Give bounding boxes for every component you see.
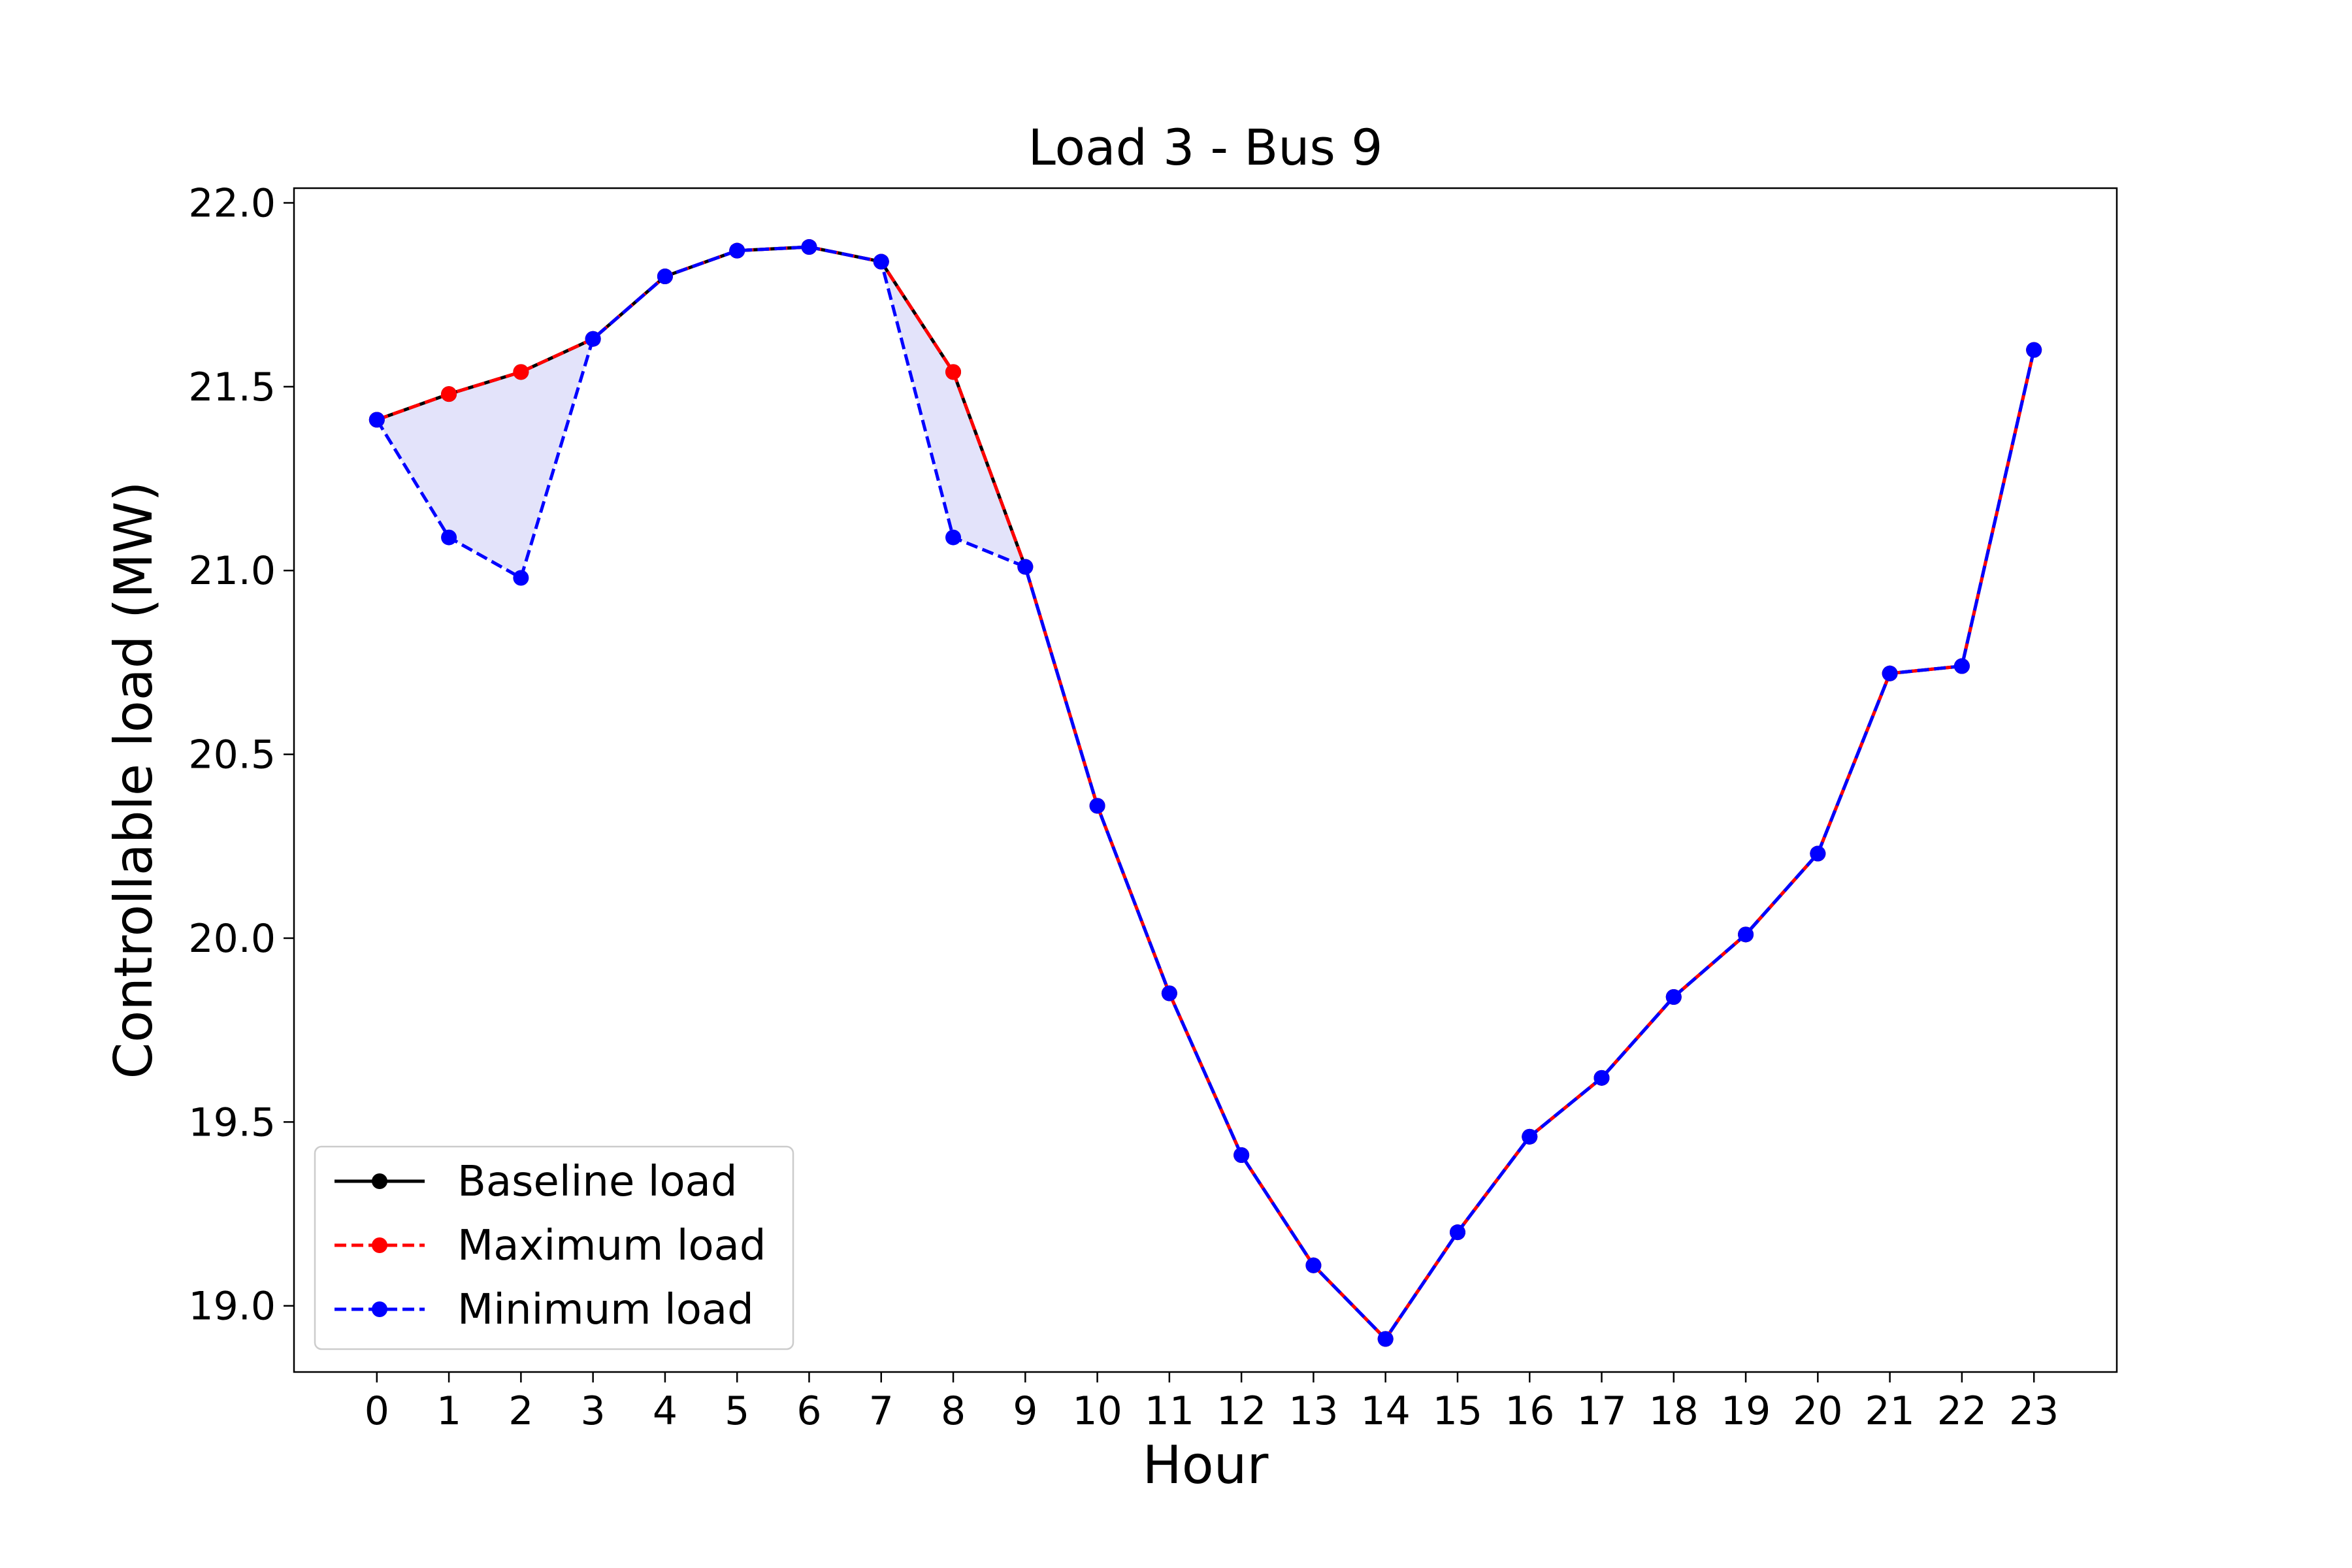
legend-maximum-load-label: Maximum load — [457, 1222, 766, 1270]
x-tick-label: 16 — [1505, 1388, 1554, 1434]
y-tick-label: 19.5 — [188, 1100, 276, 1145]
minimum-load-point — [1233, 1147, 1250, 1163]
y-tick-label: 20.5 — [188, 732, 276, 778]
maximum-load-point — [513, 364, 529, 380]
x-axis-label: Hour — [1143, 1435, 1269, 1495]
x-axis: 0 1 2 3 4 5 6 7 8 9 10 11 12 13 14 15 16 17 18 19 20 21 22 23 — [365, 1372, 2059, 1434]
legend: Baseline load Maximum load Minimum load — [314, 1145, 794, 1350]
minimum-load-point — [441, 529, 457, 546]
x-tick-label: 19 — [1721, 1388, 1771, 1434]
minimum-load-point — [1089, 798, 1105, 814]
minimum-load-point — [657, 269, 673, 285]
x-tick-label: 9 — [1013, 1388, 1037, 1434]
legend-baseline-load-label: Baseline load — [457, 1158, 737, 1206]
minimum-load-point — [873, 253, 889, 270]
x-tick-label: 17 — [1576, 1388, 1626, 1434]
minimum-load-point — [2026, 342, 2042, 358]
minimum-load-point — [585, 331, 601, 347]
x-tick-label: 18 — [1649, 1388, 1699, 1434]
chart-title: Load 3 - Bus 9 — [1028, 118, 1383, 176]
x-tick-label: 4 — [653, 1388, 678, 1434]
legend-minimum-load-label: Minimum load — [457, 1286, 754, 1334]
x-tick-label: 15 — [1433, 1388, 1482, 1434]
y-axis-label: Controllable load (MW) — [103, 481, 164, 1079]
y-tick-label: 21.5 — [188, 365, 276, 410]
y-tick-label: 19.0 — [188, 1284, 276, 1330]
minimum-load-line — [375, 245, 2036, 1341]
y-axis: 19.0 19.5 20.0 20.5 21.0 21.5 22.0 — [188, 181, 294, 1330]
x-tick-label: 8 — [941, 1388, 966, 1434]
x-tick-label: 14 — [1361, 1388, 1411, 1434]
minimum-load-point — [1953, 658, 1970, 674]
x-tick-label: 22 — [1937, 1388, 1987, 1434]
plot-area-frame — [293, 187, 2118, 1373]
minimum-load-point — [1882, 665, 1898, 681]
minimum-load-point — [801, 239, 817, 255]
legend-frame — [314, 1145, 794, 1350]
maximum-load-point — [945, 364, 962, 380]
minimum-load-point — [729, 242, 745, 259]
x-tick-label: 13 — [1288, 1388, 1338, 1434]
y-tick-label: 21.0 — [188, 548, 276, 594]
minimum-load-point — [1449, 1224, 1465, 1241]
legend-minimum-load-marker — [372, 1301, 387, 1317]
minimum-load-point — [1738, 926, 1754, 943]
minimum-load-point — [368, 412, 385, 428]
x-tick-label: 5 — [725, 1388, 749, 1434]
minimum-load-point — [1522, 1128, 1538, 1145]
minimum-load-point — [1305, 1257, 1322, 1273]
x-tick-label: 2 — [508, 1388, 533, 1434]
y-tick-label: 20.0 — [188, 916, 276, 962]
minimum-load-point — [1665, 989, 1682, 1005]
legend-maximum-load-marker — [372, 1237, 387, 1253]
legend-baseline-load-marker — [372, 1173, 387, 1189]
minimum-load-point — [1377, 1331, 1394, 1347]
minimum-load-point — [513, 570, 529, 586]
x-tick-label: 21 — [1865, 1388, 1914, 1434]
x-tick-label: 10 — [1072, 1388, 1122, 1434]
x-tick-label: 0 — [365, 1388, 389, 1434]
x-tick-label: 7 — [869, 1388, 894, 1434]
x-tick-label: 11 — [1145, 1388, 1194, 1434]
series-layer — [368, 239, 2042, 1347]
x-tick-label: 3 — [581, 1388, 606, 1434]
minimum-load-point — [1810, 845, 1826, 862]
maximum-load-point — [441, 386, 457, 402]
minimum-load-point — [945, 529, 962, 546]
minimum-load-point — [1593, 1070, 1610, 1086]
x-tick-label: 6 — [796, 1388, 821, 1434]
x-tick-label: 1 — [436, 1388, 461, 1434]
x-tick-label: 23 — [2009, 1388, 2059, 1434]
minimum-load-point — [1017, 559, 1034, 575]
x-tick-label: 20 — [1793, 1388, 1842, 1434]
y-tick-label: 22.0 — [188, 181, 276, 227]
x-tick-label: 12 — [1217, 1388, 1266, 1434]
minimum-load-point — [1161, 985, 1177, 1002]
